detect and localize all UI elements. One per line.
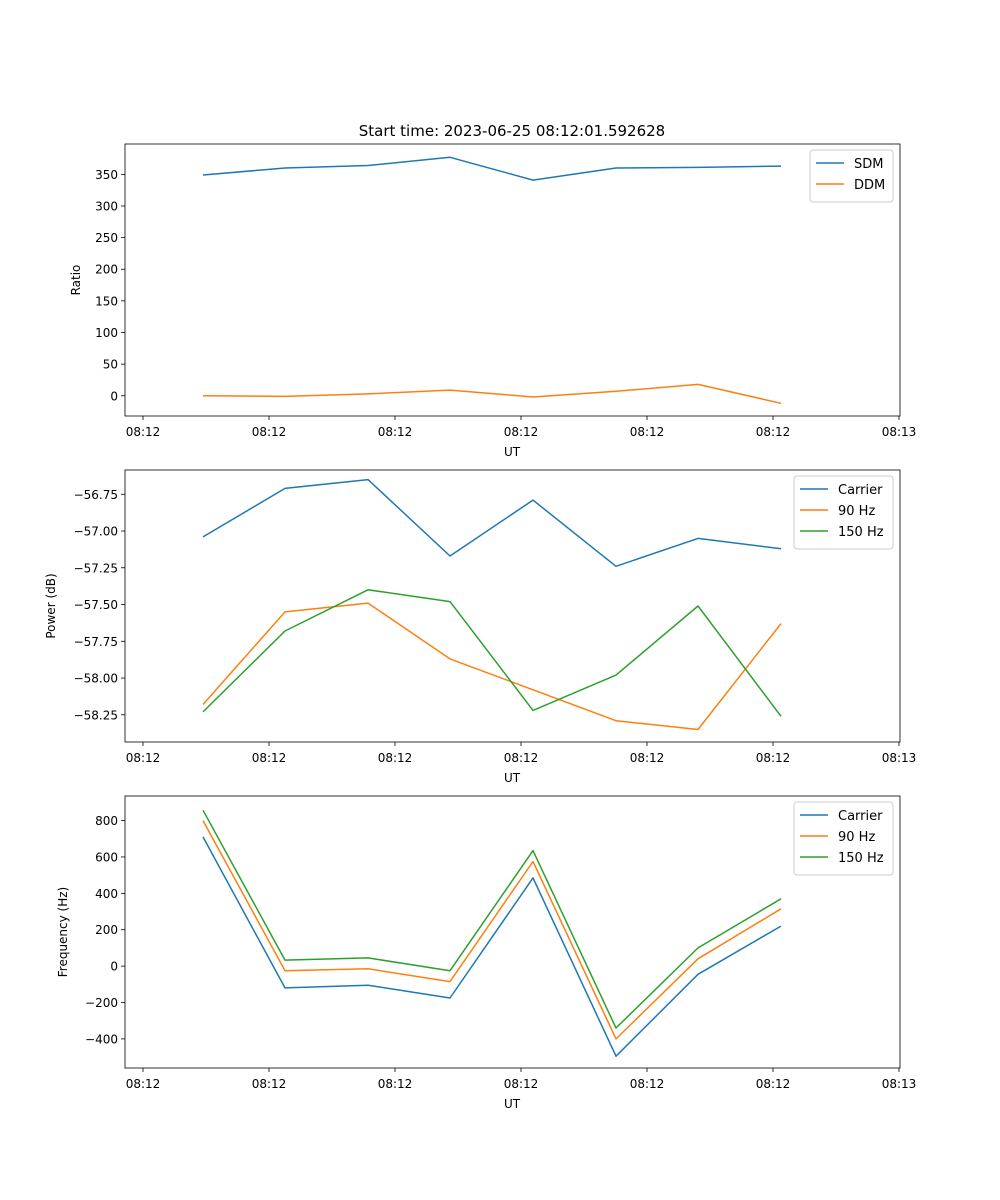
legend-label: 150 Hz [838, 525, 884, 540]
y-tick-label: 600 [95, 850, 118, 864]
y-tick-label: −57.75 [74, 635, 118, 649]
axes-frame [124, 795, 901, 1069]
series-line-3 [202, 589, 782, 717]
x-tick-label: 08:12 [126, 1077, 161, 1091]
legend-label: DDM [854, 178, 885, 193]
y-tick-label: 200 [95, 263, 118, 277]
legend: Carrier 90 Hz 150 Hz [793, 475, 894, 550]
x-tick-label: 08:12 [756, 751, 791, 765]
y-tick-label: −58.25 [74, 708, 118, 722]
legend: Carrier 90 Hz 150 Hz [793, 801, 894, 876]
x-tick-label: 08:13 [882, 1077, 917, 1091]
x-tick-label: 08:12 [630, 425, 665, 439]
y-tick-label: 100 [95, 326, 118, 340]
axes-frame [124, 143, 901, 417]
y-tick-label: 200 [95, 923, 118, 937]
y-axis-label: Power (dB) [44, 573, 58, 638]
legend-label: 150 Hz [838, 851, 884, 866]
series-line-2 [202, 820, 782, 1040]
y-tick-label: 50 [103, 358, 118, 372]
x-tick-label: 08:13 [882, 751, 917, 765]
y-tick-label: 150 [95, 294, 118, 308]
legend-label: 90 Hz [838, 830, 875, 845]
x-tick-label: 08:12 [504, 425, 539, 439]
x-tick-label: 08:12 [630, 751, 665, 765]
axes-frame [124, 469, 901, 743]
legend-label: Carrier [838, 809, 883, 824]
y-tick-label: −57.50 [74, 598, 118, 612]
x-axis-label: UT [504, 1097, 521, 1111]
x-tick-label: 08:12 [504, 1077, 539, 1091]
figure-title: Start time: 2023-06-25 08:12:01.592628 [359, 122, 665, 140]
x-tick-label: 08:12 [126, 425, 161, 439]
legend-label: SDM [854, 157, 883, 172]
x-tick-label: 08:12 [630, 1077, 665, 1091]
y-tick-label: 0 [110, 960, 118, 974]
y-tick-label: −56.75 [74, 488, 118, 502]
series-line-2 [202, 602, 782, 731]
x-tick-label: 08:13 [882, 425, 917, 439]
y-tick-label: 0 [110, 389, 118, 403]
y-tick-label: −58.00 [74, 672, 118, 686]
series-line-1 [202, 836, 782, 1057]
subplot-1: 08:12 08:12 08:12 08:12 08:12 08:12 08:13 0 50 10… [69, 143, 917, 459]
y-tick-label: −57.25 [74, 561, 118, 575]
y-axis-label: Frequency (Hz) [56, 887, 70, 978]
subplot-3: 08:12 08:12 08:12 08:12 08:12 08:12 08:13 −400 −… [56, 795, 917, 1111]
series-line-2 [202, 383, 782, 405]
y-tick-label: −400 [85, 1032, 118, 1046]
x-tick-label: 08:12 [756, 425, 791, 439]
x-tick-label: 08:12 [252, 1077, 287, 1091]
y-tick-label: 400 [95, 887, 118, 901]
subplot-2: 08:12 08:12 08:12 08:12 08:12 08:12 08:13 −58.2… [44, 469, 917, 785]
series-line-1 [202, 478, 782, 568]
y-tick-label: 250 [95, 231, 118, 245]
series-line-3 [202, 809, 782, 1029]
x-tick-label: 08:12 [378, 751, 413, 765]
y-tick-label: 350 [95, 168, 118, 182]
x-tick-label: 08:12 [756, 1077, 791, 1091]
x-tick-label: 08:12 [378, 1077, 413, 1091]
y-tick-label: 300 [95, 199, 118, 213]
y-tick-label: 800 [95, 814, 118, 828]
x-tick-label: 08:12 [252, 751, 287, 765]
legend-label: Carrier [838, 483, 883, 498]
y-tick-label: −57.00 [74, 525, 118, 539]
x-axis-label: UT [504, 771, 521, 785]
legend: SDM DDM [809, 149, 894, 203]
y-axis-label: Ratio [69, 265, 83, 296]
x-axis-label: UT [504, 445, 521, 459]
series-line-1 [202, 156, 782, 181]
x-tick-label: 08:12 [378, 425, 413, 439]
y-tick-label: −200 [85, 996, 118, 1010]
legend-label: 90 Hz [838, 504, 875, 519]
x-tick-label: 08:12 [126, 751, 161, 765]
x-tick-label: 08:12 [504, 751, 539, 765]
x-tick-label: 08:12 [252, 425, 287, 439]
